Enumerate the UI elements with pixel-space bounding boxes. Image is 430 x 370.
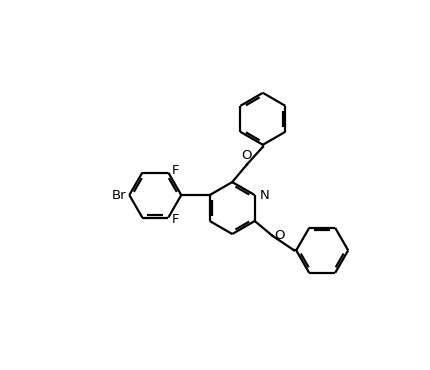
Text: Br: Br (111, 189, 126, 202)
Text: F: F (171, 213, 179, 226)
Text: O: O (241, 148, 252, 162)
Text: F: F (171, 164, 179, 177)
Text: N: N (259, 189, 269, 202)
Text: O: O (273, 229, 284, 242)
